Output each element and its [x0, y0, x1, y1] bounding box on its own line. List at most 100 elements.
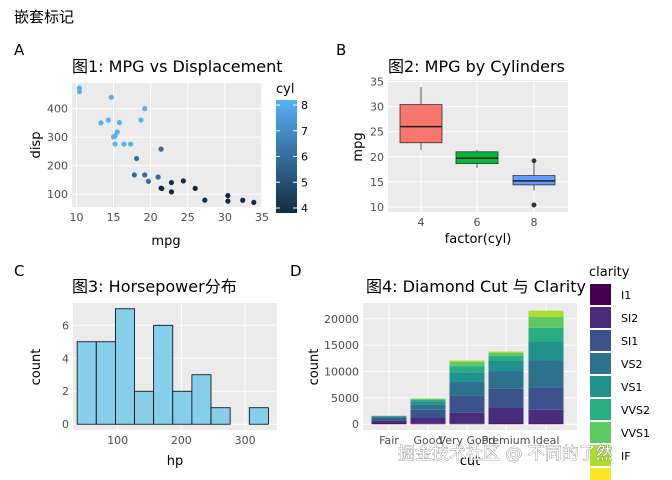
legend-swatch: [590, 307, 611, 328]
panel-tag: B: [336, 41, 346, 59]
legend-label: SI2: [621, 312, 638, 325]
scatter-point: [225, 192, 231, 199]
panel-tag: C: [14, 262, 24, 280]
bar-segment: [528, 360, 564, 388]
bar-segment: [528, 310, 564, 318]
color-bar: [276, 100, 297, 213]
scatter-point: [131, 172, 137, 178]
bar-segment: [410, 398, 446, 400]
legend-label: IF: [621, 450, 631, 463]
color-bar-tick-label: 4: [301, 202, 308, 215]
histogram-bar: [114, 308, 135, 425]
bar-segment: [410, 401, 446, 405]
scatter-point: [138, 117, 144, 123]
x-axis-title: hp: [167, 454, 184, 469]
y-tick-label: 300: [47, 131, 68, 144]
color-bar-tick-label: 5: [301, 176, 308, 189]
panel-b: B 图2: MPG by Cylinders 10 15 20 25 30 35 4 6 8 f…: [336, 41, 568, 247]
y-tick-label: 200: [47, 160, 68, 173]
legend-swatch: [590, 330, 611, 351]
scatter-point: [105, 117, 111, 123]
chart-title: 图2: MPG by Cylinders: [388, 57, 565, 76]
x-tick-label: 10: [69, 211, 83, 224]
scatter-point: [155, 174, 161, 180]
bar-segment: [528, 423, 564, 425]
scatter-point: [114, 129, 120, 135]
histogram-bar: [134, 390, 155, 425]
y-tick-label: 100: [47, 188, 68, 201]
scatter-point: [98, 120, 104, 126]
scatter-point: [180, 178, 186, 184]
bar-segment: [488, 360, 524, 372]
bar-segment: [410, 404, 446, 410]
y-tick-label: 15: [370, 176, 384, 189]
y-tick-label: 10000: [324, 366, 359, 379]
bar-segment: [410, 409, 446, 419]
scatter-point: [128, 141, 134, 147]
y-tick-label: 5000: [331, 392, 359, 405]
boxplots: [399, 87, 556, 208]
color-bar-tick-label: 6: [301, 151, 308, 164]
histogram-bar: [76, 341, 97, 425]
y-axis-title: count: [307, 349, 322, 386]
x-tick-label: Premium: [482, 434, 531, 447]
bar-segment: [449, 395, 485, 413]
legend-label: VS2: [621, 358, 643, 371]
y-tick-label: 0: [352, 418, 359, 431]
scatter-point: [168, 179, 175, 186]
histogram-bar: [153, 324, 174, 425]
bar-segment: [371, 420, 407, 424]
bar-segment: [528, 317, 564, 328]
bar-segment: [449, 366, 485, 373]
x-tick-label: 20: [144, 211, 158, 224]
scatter-point: [202, 197, 208, 203]
axis-ticks: 100 200 300 0 2 4 6: [62, 319, 256, 447]
histogram-bar: [191, 374, 212, 425]
legend-swatch: [590, 376, 611, 397]
y-tick-label: 35: [370, 76, 384, 89]
clarity-legend: I1 SI2 SI1 VS2 VS1 VVS2 VVS1 IF: [590, 284, 650, 480]
outlier-point: [531, 158, 537, 164]
page-title: 嵌套标记: [14, 8, 74, 26]
y-tick-label: 2: [62, 385, 69, 398]
legend-label: VVS2: [621, 404, 650, 417]
bar-segment: [488, 351, 524, 353]
scatter-point: [251, 199, 257, 206]
axis-ticks: 10 15 20 25 30 35 100 200 300 400: [47, 103, 269, 224]
scatter-points: [76, 85, 257, 206]
legend-swatch: [590, 284, 611, 305]
legend-swatch: [590, 445, 611, 466]
bar-segment: [371, 416, 407, 418]
legend-swatch: [590, 353, 611, 374]
bar-segment: [528, 327, 564, 342]
plot-background: [72, 83, 262, 207]
legend-label: VVS1: [621, 427, 650, 440]
bar-segment: [528, 387, 564, 410]
histogram-bar: [95, 341, 116, 425]
x-tick-label: 30: [218, 211, 232, 224]
axis-ticks: 10 15 20 25 30 35 4 6 8: [370, 76, 538, 229]
x-axis-title: mpg: [151, 234, 180, 249]
bar-segment: [410, 418, 446, 424]
panel-tag: D: [290, 262, 302, 280]
scatter-point: [240, 197, 246, 203]
scatter-point: [110, 134, 117, 140]
x-axis-title: cut: [460, 454, 480, 469]
scatter-point: [133, 155, 140, 162]
y-tick-label: 0: [62, 418, 69, 431]
scatter-point: [121, 141, 127, 147]
legend-swatch: [590, 468, 611, 480]
legend-title: clarity: [589, 265, 630, 280]
legend-label: I1: [621, 289, 631, 302]
x-tick-label: 25: [181, 211, 195, 224]
y-tick-label: 20: [370, 151, 384, 164]
bar-segment: [449, 361, 485, 367]
y-tick-label: 15000: [324, 339, 359, 352]
scatter-point: [158, 146, 164, 152]
bar-segment: [449, 381, 485, 396]
legend-title: cyl: [276, 82, 294, 97]
outlier-point: [531, 202, 537, 208]
x-tick-label: Fair: [379, 434, 399, 447]
x-tick-label: 300: [235, 434, 256, 447]
